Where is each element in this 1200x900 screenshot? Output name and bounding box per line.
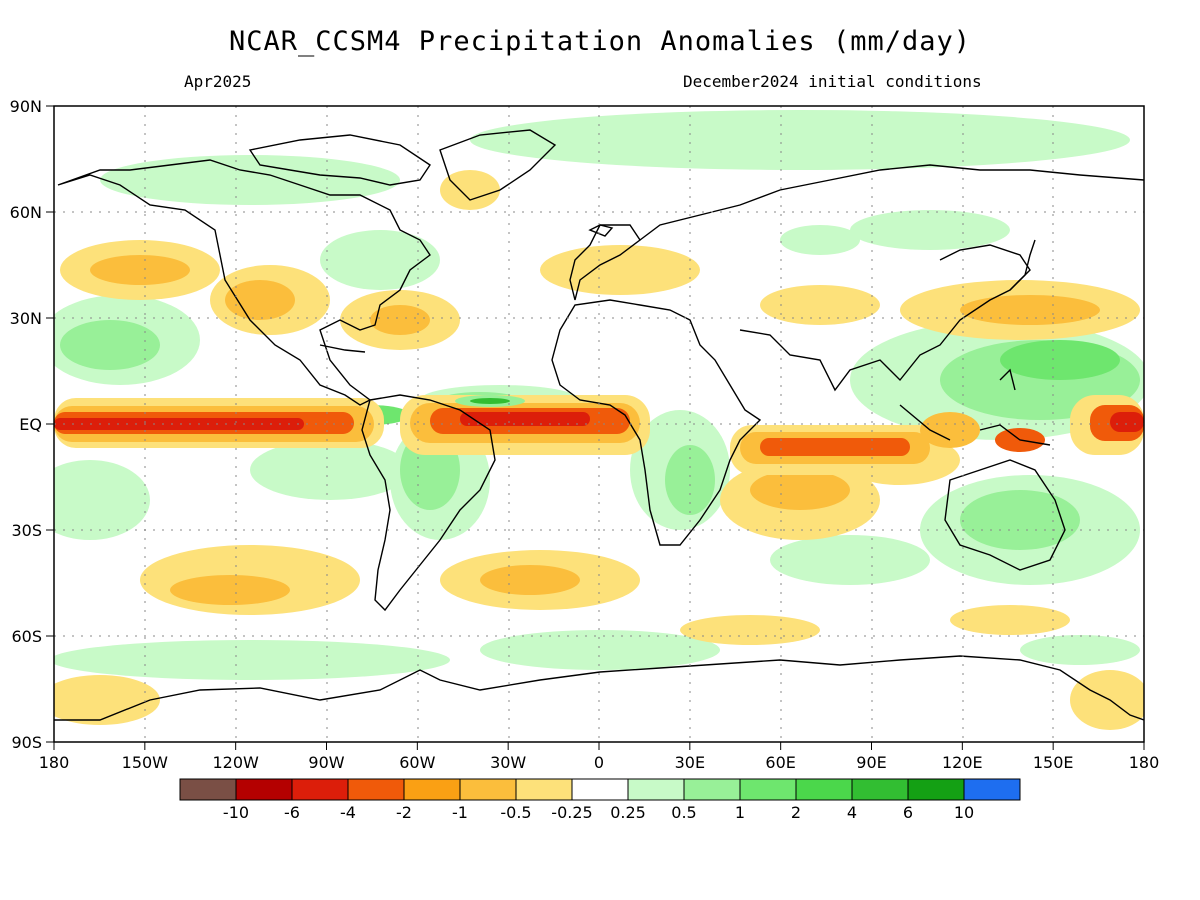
colorbar-swatch (571, 778, 629, 801)
lon-tick-label: 0 (594, 753, 604, 772)
lat-tick-label: 30N (10, 309, 42, 328)
colorbar-swatch (179, 778, 237, 801)
colorbar-label: -2 (396, 803, 412, 822)
colorbar-label: -0.5 (500, 803, 531, 822)
colorbar-swatch (851, 778, 909, 801)
lon-tick-label: 90W (308, 753, 344, 772)
colorbar-swatch (459, 778, 517, 801)
lon-tick-label: 30W (490, 753, 526, 772)
coastlines (54, 129, 1144, 721)
lon-tick-label: 150W (122, 753, 169, 772)
latitude-axis: 90N 60N 30N EQ 30S 60S 90S (10, 97, 54, 752)
colorbar-swatch (739, 778, 797, 801)
colorbar-label: 1 (735, 803, 745, 822)
lon-tick-label: 150E (1033, 753, 1074, 772)
colorbar-swatch (683, 778, 741, 801)
lon-tick-label: 90E (856, 753, 886, 772)
longitude-axis: 180 150W 120W 90W 60W 30W 0 30E 60E 90E 120E 150E 18… (39, 742, 1160, 772)
lon-tick-label: 30E (675, 753, 705, 772)
colorbar-swatch (347, 778, 405, 801)
valid-month-label: Apr2025 (184, 72, 252, 91)
lat-tick-label: 30S (11, 521, 42, 540)
colorbar: -10 -6 -4 -2 -1 -0.5 -0.25 0.25 0.5 1 2 4 6 10 (179, 778, 1021, 822)
colorbar-swatch (515, 778, 573, 801)
map-title: NCAR_CCSM4 Precipitation Anomalies (mm/d… (229, 26, 971, 57)
colorbar-label: -4 (340, 803, 356, 822)
colorbar-label: -6 (284, 803, 300, 822)
colorbar-label: -10 (223, 803, 249, 822)
colorbar-label: 0.25 (610, 803, 646, 822)
lon-tick-label: 180 (1129, 753, 1160, 772)
lat-tick-label: 60N (10, 203, 42, 222)
colorbar-swatch (795, 778, 853, 801)
lat-tick-label: 90S (11, 733, 42, 752)
colorbar-label: 0.5 (671, 803, 696, 822)
lon-tick-label: 60E (765, 753, 795, 772)
colorbar-label: 6 (903, 803, 913, 822)
colorbar-label: -0.25 (551, 803, 592, 822)
colorbar-swatch (235, 778, 293, 801)
colorbar-label: 10 (954, 803, 974, 822)
colorbar-swatch (963, 778, 1021, 801)
colorbar-swatch (627, 778, 685, 801)
colorbar-label: 4 (847, 803, 857, 822)
colorbar-label: 2 (791, 803, 801, 822)
lon-tick-label: 60W (399, 753, 435, 772)
init-conditions-label: December2024 initial conditions (683, 72, 982, 91)
lat-tick-label: 60S (11, 627, 42, 646)
colorbar-swatch (907, 778, 965, 801)
colorbar-label: -1 (452, 803, 468, 822)
colorbar-swatch (291, 778, 349, 801)
negative-anomaly-areas (54, 170, 1144, 730)
graticule (54, 106, 1144, 742)
anomaly-field (54, 106, 1144, 742)
equatorial-dry-band (54, 395, 1144, 475)
lat-tick-label: EQ (19, 415, 42, 434)
colorbar-swatch (403, 778, 461, 801)
lon-tick-label: 120E (942, 753, 983, 772)
lon-tick-label: 180 (39, 753, 70, 772)
lon-tick-label: 120W (212, 753, 259, 772)
lat-tick-label: 90N (10, 97, 42, 116)
